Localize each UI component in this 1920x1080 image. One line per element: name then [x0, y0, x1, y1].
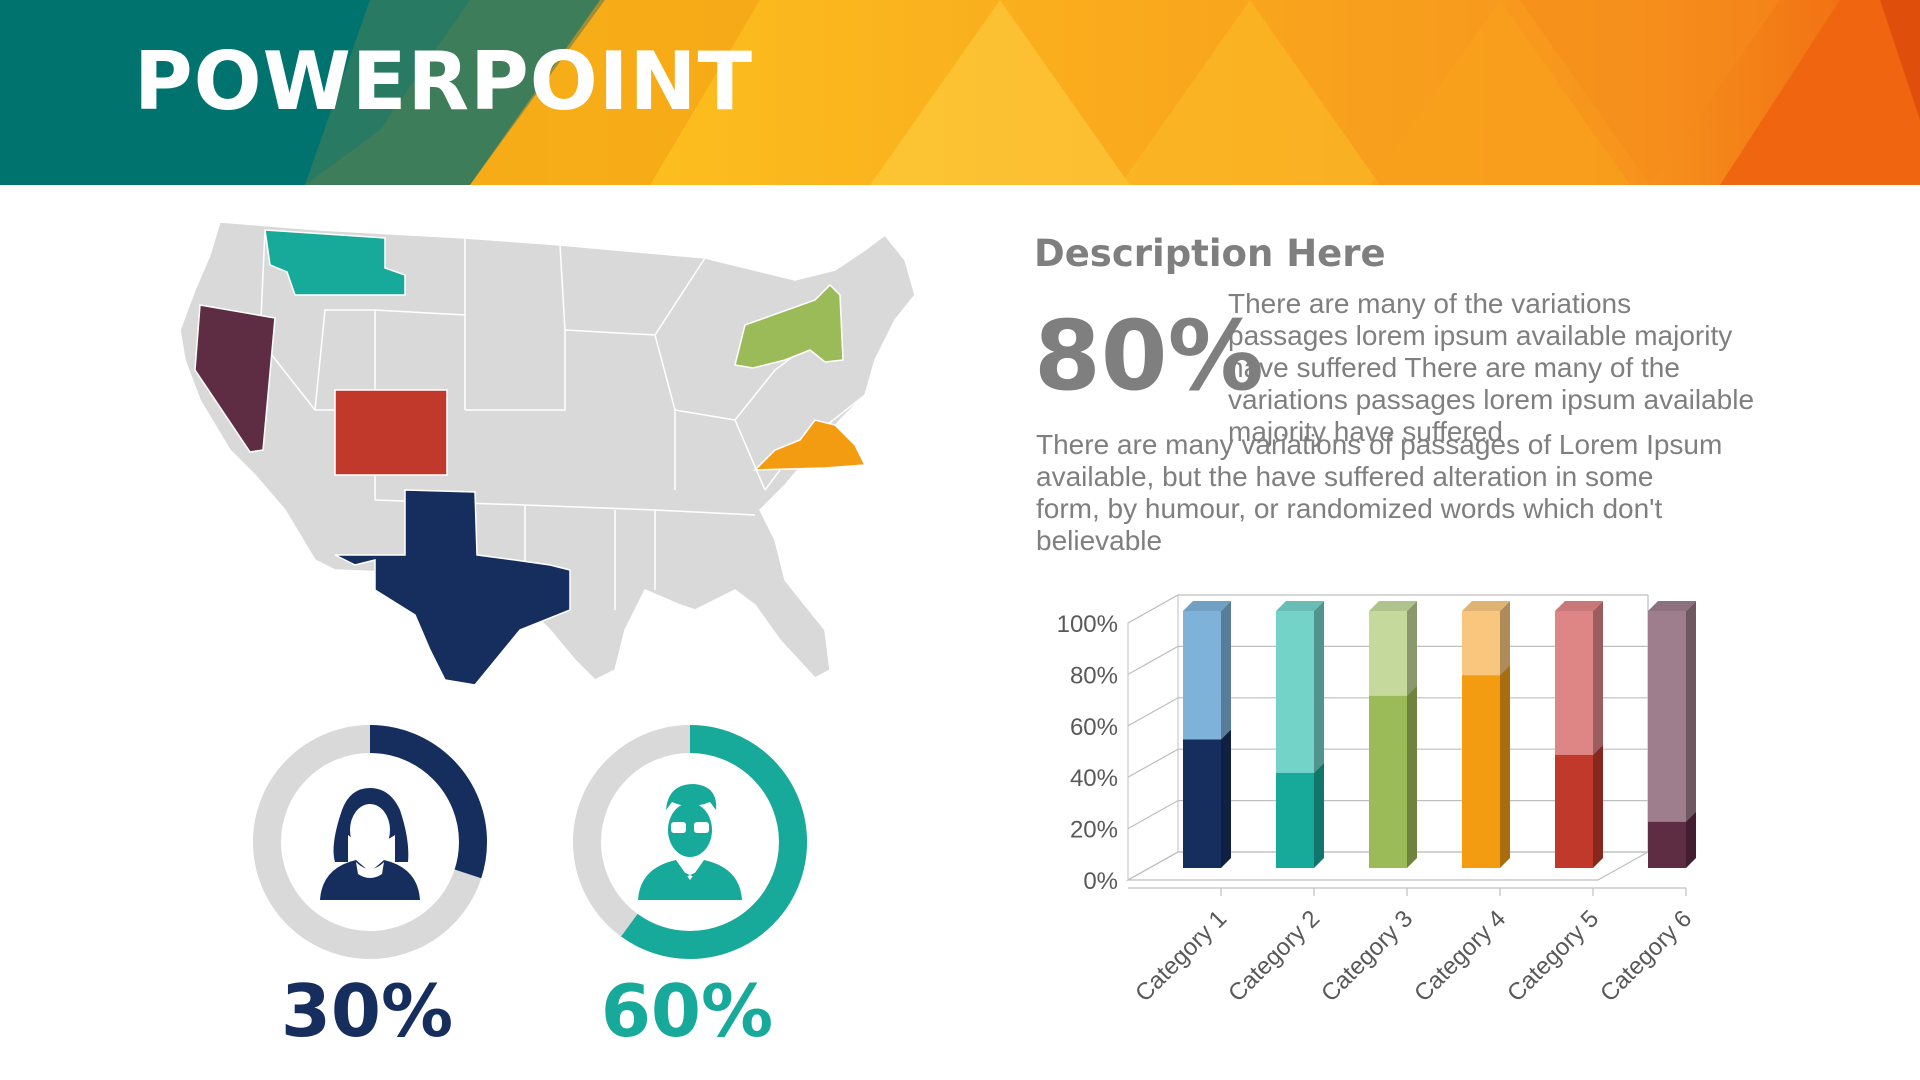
- state-virginia: [753, 419, 867, 471]
- state-montana: [264, 229, 406, 296]
- bar-segment: [1555, 754, 1593, 868]
- us-map-graphic: [179, 221, 916, 686]
- bar-segment-top: [1555, 601, 1603, 611]
- category-label: Category 4: [1409, 905, 1511, 1007]
- bar-segment: [1648, 821, 1686, 868]
- description-paragraph-2: There are many variations of passages of…: [1036, 429, 1723, 556]
- bar-segment-side: [1593, 744, 1603, 868]
- y-tick-label: 60%: [1070, 714, 1118, 741]
- us-map: [175, 210, 955, 715]
- category-label: Category 1: [1130, 905, 1232, 1007]
- category-label: Category 6: [1595, 905, 1697, 1007]
- donut-chart-women: [253, 725, 487, 959]
- y-tick-label: 0%: [1083, 868, 1118, 895]
- header-banner: POWERPOINT: [0, 0, 1920, 185]
- category-label: Category 2: [1223, 905, 1325, 1007]
- bar-segment-side: [1593, 601, 1603, 755]
- woman-avatar-icon: [320, 788, 420, 900]
- bar-segment-top: [1183, 601, 1231, 611]
- bar-segment-side: [1314, 601, 1324, 773]
- bar-segment: [1276, 611, 1314, 773]
- category-label: Category 3: [1316, 905, 1418, 1007]
- chart-side-wall: [1127, 594, 1179, 881]
- bar-segment-side: [1500, 601, 1510, 676]
- donut-arc: [253, 725, 487, 959]
- bar-segment: [1369, 695, 1407, 868]
- donut-chart-men: [573, 725, 807, 959]
- banner-background: [0, 0, 1920, 185]
- bar-segment: [1276, 772, 1314, 868]
- state-colorado: [334, 389, 448, 476]
- description-heading: Description Here: [1034, 232, 1386, 275]
- bar-segment-side: [1314, 762, 1324, 868]
- bar-segment: [1183, 739, 1221, 868]
- map-base: [179, 221, 916, 681]
- man-avatar-icon: [638, 784, 742, 900]
- bar-segment-side: [1221, 601, 1231, 740]
- y-tick-label: 100%: [1057, 611, 1118, 638]
- bar-segment-top: [1648, 601, 1696, 611]
- y-tick-label: 20%: [1070, 817, 1118, 844]
- bar-segment-side: [1686, 811, 1696, 868]
- bar-segment-top: [1276, 601, 1324, 611]
- state-new-york: [734, 283, 844, 369]
- state-nevada: [194, 304, 276, 453]
- bar-segment: [1462, 675, 1500, 868]
- bar-segment-top: [1462, 601, 1510, 611]
- donut-percent-men: 60%: [600, 969, 774, 1053]
- description-paragraph-1: There are many of the variations passage…: [1228, 288, 1755, 447]
- bar-segment: [1369, 611, 1407, 696]
- bar-segment-side: [1221, 729, 1231, 868]
- state-texas: [334, 489, 571, 686]
- bar-segment: [1555, 611, 1593, 755]
- bar-segment-side: [1407, 601, 1417, 696]
- y-tick-label: 80%: [1070, 662, 1118, 689]
- slide-title: POWERPOINT: [134, 35, 754, 128]
- category-label: Category 5: [1502, 905, 1604, 1007]
- bar-segment: [1462, 611, 1500, 676]
- bar-segment-side: [1686, 601, 1696, 822]
- donut-arc: [573, 725, 807, 959]
- bar-segment-top: [1369, 601, 1417, 611]
- donut-percent-women: 30%: [280, 969, 454, 1053]
- bar-segment-side: [1500, 665, 1510, 868]
- bar-segment-side: [1407, 685, 1417, 868]
- bar-segment: [1648, 611, 1686, 822]
- gridline: [1127, 594, 1648, 624]
- bar-segment: [1183, 611, 1221, 740]
- big-percentage: 80%: [1034, 300, 1264, 412]
- y-tick-label: 40%: [1070, 765, 1118, 792]
